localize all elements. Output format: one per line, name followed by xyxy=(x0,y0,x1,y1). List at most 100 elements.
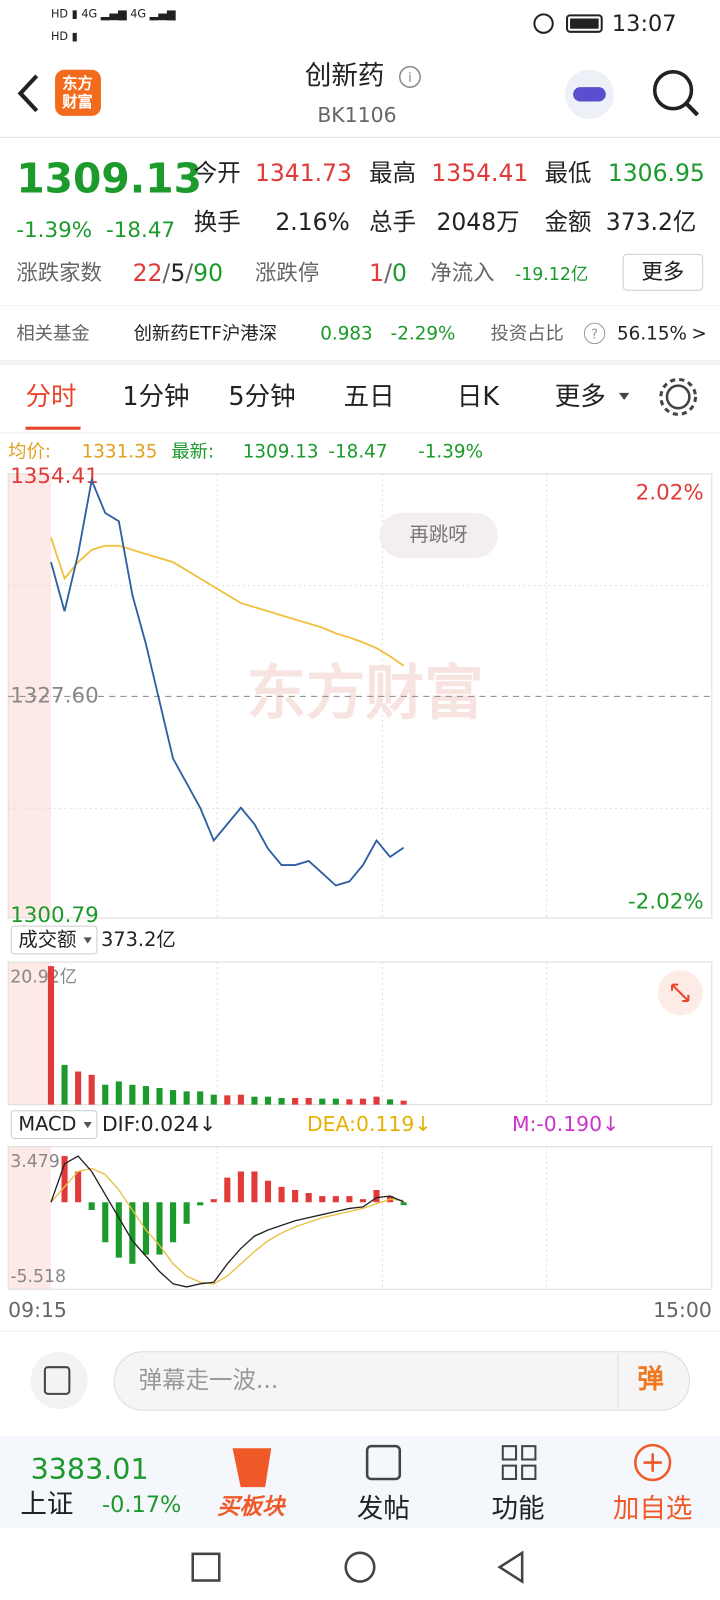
back-button[interactable] xyxy=(17,74,39,113)
latest-value: 1309.13 xyxy=(243,441,319,462)
clock: 13:07 xyxy=(612,11,677,37)
bubble[interactable] xyxy=(379,512,498,558)
index-value[interactable]: 3383.01 xyxy=(31,1452,149,1486)
field-value: 1306.95 xyxy=(608,159,705,187)
pct-tick-label: 2.02% xyxy=(636,480,704,505)
tools-icon-part xyxy=(521,1445,537,1461)
volume-bar xyxy=(319,1098,326,1105)
bottom-bar xyxy=(0,1435,720,1529)
volume-bar xyxy=(156,1088,163,1105)
status-icon: HD ▮ 4G ▂▄▆ 4G ▂▄▆ xyxy=(51,7,176,20)
field-label: 换手 xyxy=(194,208,241,236)
watermark: 东方财富 xyxy=(247,658,484,727)
macd-bar xyxy=(224,1177,231,1203)
volume-label: 成交额 xyxy=(18,928,76,951)
tab[interactable]: 1分钟 xyxy=(122,382,189,412)
danmaku-send[interactable]: 弹 xyxy=(637,1364,664,1395)
volume-bar xyxy=(373,1096,380,1105)
help-icon[interactable] xyxy=(583,322,606,345)
macd-bar xyxy=(305,1193,312,1203)
volume-bar xyxy=(75,1071,82,1105)
change: -18.47 xyxy=(106,218,175,243)
pre-market-shade xyxy=(8,1146,51,1290)
breadth-value: 22/5/90 xyxy=(133,258,223,286)
separator: / xyxy=(162,258,170,286)
app-logo[interactable] xyxy=(55,69,101,116)
buy-board-icon xyxy=(232,1448,272,1488)
tab[interactable]: 日K xyxy=(457,382,500,412)
inflow-label: 净流入 xyxy=(430,261,494,286)
pre-market-shade xyxy=(8,962,51,1105)
field-value: 1341.73 xyxy=(255,159,352,187)
volume-bar xyxy=(305,1097,312,1105)
post-icon xyxy=(365,1444,402,1481)
danmaku-toggle[interactable] xyxy=(30,1351,88,1410)
recents-button[interactable] xyxy=(191,1552,221,1582)
macd-bar xyxy=(346,1196,353,1203)
logo-text: 财富 xyxy=(62,93,93,111)
tools-icon-part xyxy=(521,1464,537,1480)
volume-bar xyxy=(47,966,55,1105)
nav-item[interactable]: 买板块 xyxy=(217,1494,287,1520)
tab-active[interactable]: 分时 xyxy=(25,382,76,412)
latest-change: -18.47 xyxy=(328,441,387,462)
limits-value: 1/0 xyxy=(369,258,407,286)
indicator-selector[interactable] xyxy=(10,1110,98,1139)
up-count: 22 xyxy=(133,258,163,286)
back-nav-button[interactable] xyxy=(497,1550,524,1584)
tools-icon-part xyxy=(501,1464,518,1480)
macd-bar xyxy=(237,1171,244,1203)
home-button[interactable] xyxy=(344,1551,376,1583)
macd-bar xyxy=(400,1202,407,1206)
m-label: M:-0.190↓ xyxy=(512,1112,619,1136)
macd-bar xyxy=(292,1189,299,1203)
macd-bar xyxy=(61,1156,68,1203)
volume-bar xyxy=(170,1090,177,1105)
assistant-face xyxy=(573,87,606,102)
separator: / xyxy=(185,258,193,286)
macd-bar xyxy=(183,1202,190,1224)
volume-chart-frame xyxy=(7,961,713,1106)
nav-item[interactable]: 发帖 xyxy=(357,1493,410,1524)
volume-bar xyxy=(88,1074,95,1105)
field-label: 金额 xyxy=(545,208,592,236)
macd-bar xyxy=(373,1189,380,1203)
battery-level xyxy=(570,18,599,29)
down-count: 90 xyxy=(193,258,223,286)
field-value: 2.16% xyxy=(275,208,350,236)
comment-input[interactable] xyxy=(113,1351,690,1411)
limits-label: 涨跌停 xyxy=(255,261,319,286)
volume-bar xyxy=(359,1098,367,1105)
volume-bar xyxy=(251,1096,258,1105)
limit-down: 0 xyxy=(392,258,407,286)
macd-bar xyxy=(115,1202,122,1258)
dropdown-caret xyxy=(83,1122,92,1129)
volume-bar xyxy=(278,1097,285,1105)
tab[interactable]: 五日 xyxy=(344,382,395,412)
field-label: 总手 xyxy=(369,208,416,236)
more-button[interactable] xyxy=(622,253,704,291)
volume-selector[interactable] xyxy=(10,925,98,955)
y-tick-label: 1300.79 xyxy=(10,903,99,928)
nav-item[interactable]: 功能 xyxy=(492,1493,545,1524)
dif-label: DIF:0.024↓ xyxy=(102,1112,216,1136)
tab[interactable]: 更多 xyxy=(555,382,606,412)
macd-bar xyxy=(75,1171,82,1203)
volume-bar xyxy=(332,1098,339,1105)
y-tick-label: 20.92亿 xyxy=(10,967,77,987)
expand-icon xyxy=(671,983,690,1003)
tab[interactable]: 5分钟 xyxy=(228,382,295,412)
index-name[interactable]: 上证 xyxy=(20,1489,73,1520)
nav-item[interactable]: 加自选 xyxy=(613,1493,693,1524)
macd-bar xyxy=(197,1202,204,1206)
info-icon[interactable] xyxy=(399,65,421,88)
y-tick-label: -5.518 xyxy=(10,1267,66,1287)
limit-up: 1 xyxy=(369,258,384,286)
search-button[interactable] xyxy=(652,70,694,111)
macd-bar xyxy=(278,1186,285,1203)
fund-name[interactable]: 创新药ETF沪港深 xyxy=(134,323,277,344)
settings-button[interactable] xyxy=(665,384,691,410)
fund-price: 0.983 xyxy=(320,323,373,344)
y-tick-label: 1354.41 xyxy=(10,464,99,489)
ratio-arrow[interactable]: > xyxy=(691,323,706,344)
